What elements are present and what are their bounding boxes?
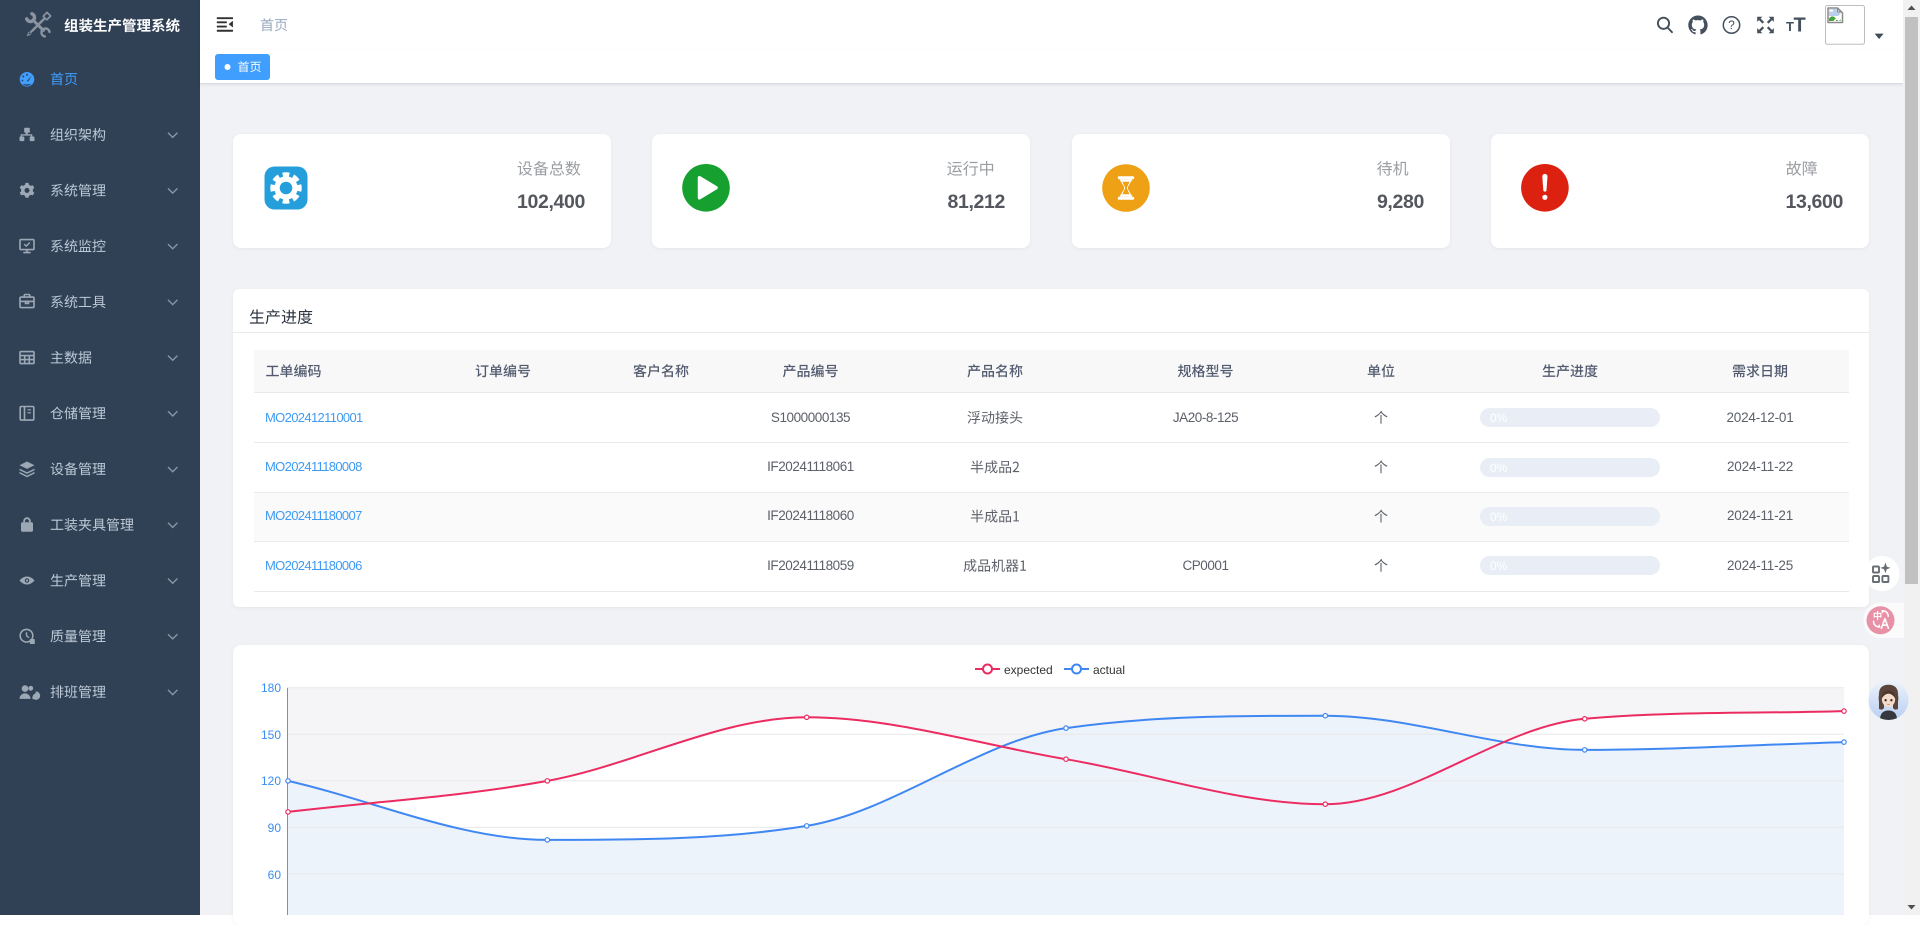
- svg-text:T: T: [1786, 19, 1794, 34]
- svg-text:?: ?: [1728, 18, 1735, 32]
- svg-text:T: T: [1794, 15, 1806, 37]
